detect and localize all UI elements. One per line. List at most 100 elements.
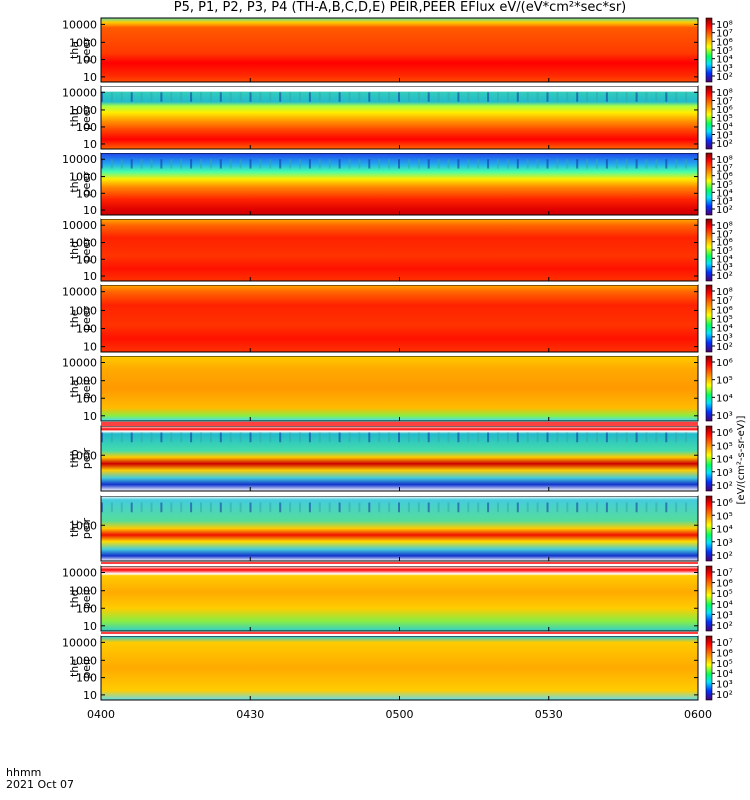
noise-mark xyxy=(160,432,163,443)
noise-mark xyxy=(130,159,133,169)
panel-ylabel-probe: the xyxy=(68,659,81,677)
noise-mark xyxy=(308,432,311,443)
noise-mark xyxy=(110,432,113,443)
noise-mark xyxy=(140,92,143,102)
colorbar-tick-label: 10² xyxy=(716,690,733,701)
noise-mark xyxy=(140,502,143,513)
spectrogram-panel-10 xyxy=(101,636,698,700)
noise-mark xyxy=(457,502,460,513)
spectrogram-panel-9 xyxy=(101,566,698,631)
noise-mark xyxy=(437,159,440,169)
noise-mark xyxy=(229,159,232,169)
panel-ylabel-type: peir xyxy=(80,657,93,679)
noise-mark xyxy=(536,92,539,102)
noise-mark xyxy=(219,432,222,443)
noise-mark xyxy=(328,92,331,102)
noise-mark xyxy=(625,502,628,513)
noise-mark xyxy=(665,159,668,169)
y-tick-label: 100 xyxy=(76,121,97,134)
colorbar-tick-label: 10⁴ xyxy=(716,525,733,536)
noise-mark xyxy=(110,92,113,102)
colorbar-tick-label: 10⁴ xyxy=(716,122,733,133)
noise-mark xyxy=(506,502,509,513)
noise-mark xyxy=(516,432,519,443)
noise-mark xyxy=(526,92,529,102)
noise-mark xyxy=(269,432,272,443)
noise-mark xyxy=(417,92,420,102)
noise-mark xyxy=(457,159,460,169)
noise-mark xyxy=(368,159,371,169)
noise-mark xyxy=(378,502,381,513)
noise-mark xyxy=(229,502,232,513)
noise-mark xyxy=(398,502,400,513)
panel-ylabel-type: peir xyxy=(80,517,93,539)
noise-mark xyxy=(200,159,202,169)
noise-mark xyxy=(506,92,509,102)
noise-mark xyxy=(209,159,212,169)
y-tick-label: 1000 xyxy=(69,654,97,667)
colorbar-tick-label: 10⁶ xyxy=(716,498,733,509)
colorbar-tick-label: 10⁴ xyxy=(716,55,733,66)
noise-mark xyxy=(229,92,232,102)
colorbar-tick-label: 10² xyxy=(716,72,733,83)
colorbar-tick-label: 10⁵ xyxy=(716,511,733,522)
noise-mark xyxy=(407,502,410,513)
y-tick-label: 100 xyxy=(76,392,97,405)
noise-mark xyxy=(140,159,143,169)
colorbar-7 xyxy=(705,425,713,492)
noise-mark xyxy=(229,432,232,443)
noise-mark xyxy=(308,502,311,513)
noise-mark xyxy=(190,159,193,169)
colorbar-side-label: [eV/(cm²-s-sr-eV)] xyxy=(736,415,747,504)
chart-title: P5, P1, P2, P3, P4 (TH-A,B,C,D,E) PEIR,P… xyxy=(173,0,627,15)
noise-mark xyxy=(209,432,212,443)
noise-mark xyxy=(328,159,331,169)
noise-mark xyxy=(635,502,638,513)
noise-mark xyxy=(407,92,410,102)
noise-mark xyxy=(368,432,371,443)
noise-mark xyxy=(150,502,153,513)
noise-mark xyxy=(338,159,341,169)
noise-mark xyxy=(209,502,212,513)
noise-mark xyxy=(279,502,282,513)
noise-mark xyxy=(576,432,579,443)
panel-gap xyxy=(101,492,698,496)
noise-mark xyxy=(635,159,638,169)
noise-mark xyxy=(279,432,282,443)
noise-mark xyxy=(219,502,222,513)
colorbar-tick-label: 10³ xyxy=(716,197,733,208)
noise-mark xyxy=(536,502,539,513)
y-tick-label: 1000 xyxy=(69,585,97,598)
noise-mark xyxy=(516,92,519,102)
noise-mark xyxy=(190,432,193,443)
colorbar-tick-label: 10⁶ xyxy=(716,305,733,316)
colorbar-tick-label: 10⁷ xyxy=(716,97,733,108)
noise-mark xyxy=(378,92,381,102)
colorbar-tick-label: 10⁵ xyxy=(716,659,733,670)
noise-mark xyxy=(358,159,361,169)
noise-mark xyxy=(130,92,133,102)
noise-mark xyxy=(447,159,450,169)
noise-mark xyxy=(348,92,351,102)
noise-mark xyxy=(388,159,391,169)
noise-mark xyxy=(308,159,311,169)
noise-mark xyxy=(605,159,608,169)
y-tick-label: 100 xyxy=(76,672,97,685)
y-tick-label: 10000 xyxy=(62,357,97,370)
colorbar-tick-label: 10⁸ xyxy=(716,155,733,166)
noise-mark xyxy=(249,92,252,102)
colorbar-tick-label: 10³ xyxy=(716,63,733,74)
noise-mark xyxy=(190,92,193,102)
noise-mark xyxy=(249,159,252,169)
noise-mark xyxy=(487,92,490,102)
colorbar-tick-label: 10⁷ xyxy=(716,163,733,174)
noise-mark xyxy=(209,92,212,102)
noise-mark xyxy=(596,92,598,102)
noise-mark xyxy=(289,159,292,169)
noise-mark xyxy=(536,432,539,443)
colorbar-9 xyxy=(705,565,713,632)
footer-time-label: hhmm xyxy=(6,766,42,779)
panel-ylabel-type: peer xyxy=(80,237,93,263)
colorbar-tick-label: 10² xyxy=(716,271,733,282)
